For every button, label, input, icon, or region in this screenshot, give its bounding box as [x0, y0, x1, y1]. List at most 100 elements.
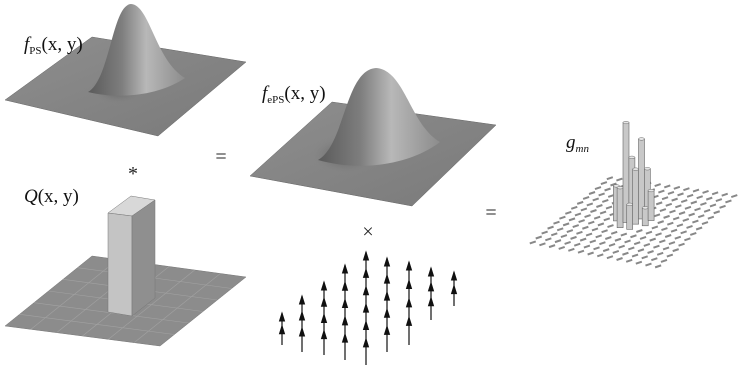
grid-dash	[563, 223, 569, 225]
grid-dash	[598, 223, 604, 225]
arrow-head	[343, 265, 348, 273]
grid-dash	[573, 225, 579, 227]
grid-dash	[632, 255, 638, 257]
bar	[627, 204, 633, 229]
grid-dash	[648, 251, 654, 253]
grid-dash	[607, 177, 613, 179]
grid-dash	[555, 240, 561, 242]
grid-dash	[657, 253, 663, 255]
grid-dash	[581, 208, 587, 210]
grid-dash	[574, 244, 580, 246]
arrow-head	[322, 282, 327, 290]
grid-dash	[616, 179, 622, 181]
arrow-head	[385, 292, 390, 300]
bar-top	[633, 168, 639, 171]
grid-dash	[665, 235, 671, 237]
arrow-head	[364, 269, 369, 277]
grid-dash	[658, 221, 664, 223]
grid-dash	[664, 185, 670, 187]
grid-dash	[619, 246, 625, 248]
grid-dash	[600, 212, 606, 214]
grid-dash	[567, 230, 573, 232]
grid-dash	[542, 232, 548, 234]
arrow-head	[280, 313, 285, 321]
grid-dash	[653, 246, 659, 248]
grid-dash	[661, 260, 667, 262]
arrow-head	[385, 309, 390, 317]
arrow-head	[364, 287, 369, 295]
arrow-head	[280, 326, 285, 334]
surface-fps	[5, 4, 246, 136]
grid-dash	[712, 192, 718, 194]
grid-dash	[599, 242, 605, 244]
grid-dash	[673, 249, 679, 251]
grid-dash	[565, 242, 571, 244]
grid-dash	[596, 235, 602, 237]
grid-dash	[630, 235, 636, 237]
grid-dash	[575, 213, 581, 215]
arrow-head	[429, 268, 434, 276]
grid-dash	[580, 239, 586, 241]
surface-q	[5, 196, 246, 346]
grid-dash	[640, 237, 646, 239]
grid-dash	[561, 235, 567, 237]
grid-dash	[672, 199, 678, 201]
grid-dash	[687, 195, 693, 197]
bar-top	[623, 121, 629, 124]
grid-dash	[720, 206, 726, 208]
grid-dash	[613, 251, 619, 253]
operator: ×	[362, 221, 373, 243]
grid-dash	[642, 256, 648, 258]
grid-dash	[602, 230, 608, 232]
grid-dash	[548, 227, 554, 229]
label-fps: fPS(x, y)	[24, 34, 83, 57]
grid-dash	[579, 220, 585, 222]
arrow-head	[407, 299, 412, 307]
grid-dash	[698, 215, 704, 217]
grid-dash	[652, 226, 658, 228]
grid-dash	[679, 244, 685, 246]
grid-dash	[678, 193, 684, 195]
operator: *	[128, 163, 138, 185]
operator: =	[215, 146, 226, 168]
grid-dash	[645, 264, 651, 266]
diagram: fPS(x, y) fePS(x, y) Q(x, y) gmn * = × =	[0, 0, 744, 372]
grid-dash	[655, 265, 661, 267]
grid-dash	[706, 198, 712, 200]
grid-dash	[725, 200, 731, 202]
grid-dash	[582, 227, 588, 229]
label-q: Q(x, y)	[24, 186, 79, 207]
args: (x, y)	[284, 83, 325, 104]
grid-dash	[592, 228, 598, 230]
grid-dash	[536, 237, 542, 239]
arrow-head	[364, 252, 369, 260]
grid-dash	[674, 187, 680, 189]
subscript: mn	[576, 143, 590, 155]
args: (x, y)	[38, 186, 79, 207]
sampled-grid	[530, 121, 738, 267]
arrow-head	[300, 312, 305, 320]
grid-dash	[559, 217, 565, 219]
symbol: Q	[24, 186, 38, 207]
grid-dash	[659, 240, 665, 242]
grid-dash	[695, 208, 701, 210]
bar	[617, 188, 623, 228]
grid-dash	[588, 252, 594, 254]
bar-top	[629, 156, 635, 159]
grid-dash	[585, 215, 591, 217]
arrow-head	[322, 331, 327, 339]
grid-dash	[545, 238, 551, 240]
grid-dash	[578, 251, 584, 253]
arrow-head	[300, 296, 305, 304]
grid-dash	[621, 234, 627, 236]
grid-dash	[628, 247, 634, 249]
grid-dash	[693, 190, 699, 192]
grid-dash	[669, 211, 675, 213]
grid-dash	[557, 228, 563, 230]
grid-dash	[577, 202, 583, 204]
grid-dash	[594, 217, 600, 219]
grid-dash	[710, 204, 716, 206]
grid-dash	[697, 196, 703, 198]
bar	[633, 169, 639, 224]
grid-dash	[675, 237, 681, 239]
